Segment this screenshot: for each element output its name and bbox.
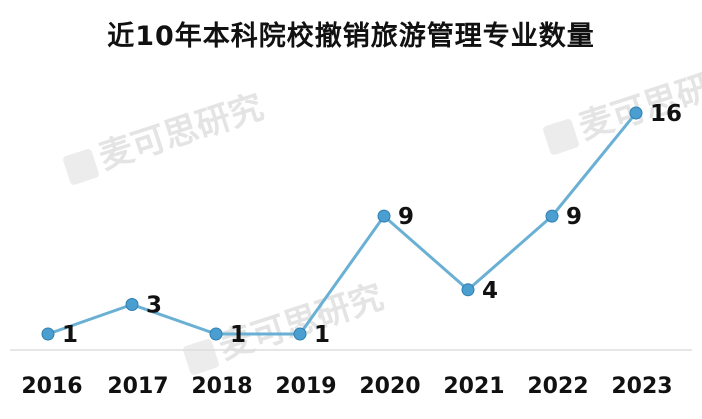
data-label: 9 bbox=[398, 204, 414, 230]
data-label: 1 bbox=[230, 322, 246, 348]
x-tick-label: 2019 bbox=[275, 374, 336, 399]
data-label: 16 bbox=[650, 101, 682, 127]
x-tick-label: 2018 bbox=[191, 374, 252, 399]
data-point bbox=[377, 209, 391, 223]
data-label: 1 bbox=[314, 322, 330, 348]
x-tick-label: 2017 bbox=[107, 374, 168, 399]
x-tick-label: 2016 bbox=[21, 374, 82, 399]
data-point bbox=[41, 327, 55, 341]
data-label: 3 bbox=[146, 293, 162, 319]
data-point bbox=[293, 327, 307, 341]
data-point bbox=[125, 298, 139, 312]
data-point bbox=[629, 106, 643, 120]
data-point bbox=[209, 327, 223, 341]
data-label: 1 bbox=[62, 322, 78, 348]
x-tick-label: 2023 bbox=[611, 374, 672, 399]
series-line bbox=[47, 112, 638, 336]
x-tick-label: 2022 bbox=[527, 374, 588, 399]
data-point bbox=[545, 209, 559, 223]
x-tick-label: 2021 bbox=[443, 374, 504, 399]
data-label: 9 bbox=[566, 204, 582, 230]
chart-title: 近10年本科院校撤销旅游管理专业数量 bbox=[107, 21, 595, 52]
x-tick-label: 2020 bbox=[359, 374, 420, 399]
data-point bbox=[461, 283, 475, 297]
data-label: 4 bbox=[482, 278, 498, 304]
